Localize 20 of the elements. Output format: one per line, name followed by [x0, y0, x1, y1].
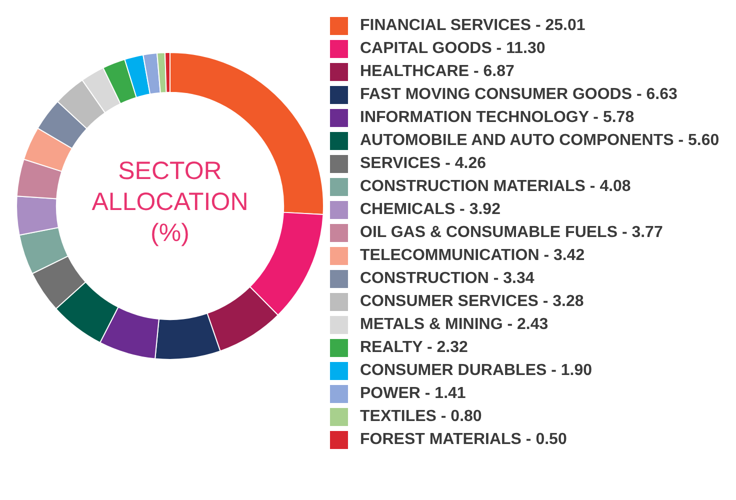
legend-label: REALTY - 2.32	[360, 338, 468, 358]
legend-label: CONSTRUCTION - 3.34	[360, 269, 534, 289]
legend-label: INFORMATION TECHNOLOGY - 5.78	[360, 108, 634, 128]
legend-label: FOREST MATERIALS - 0.50	[360, 430, 567, 450]
legend-label: POWER - 1.41	[360, 384, 466, 404]
legend-label: CONSTRUCTION MATERIALS - 4.08	[360, 177, 631, 197]
legend-label: AUTOMOBILE AND AUTO COMPONENTS - 5.60	[360, 131, 720, 151]
legend-label: FINANCIAL SERVICES - 25.01	[360, 16, 586, 36]
legend-label: CONSUMER DURABLES - 1.90	[360, 361, 592, 381]
legend-label: TELECOMMUNICATION - 3.42	[360, 246, 585, 266]
legend-label: CHEMICALS - 3.92	[360, 200, 500, 220]
legend-label: FAST MOVING CONSUMER GOODS - 6.63	[360, 85, 678, 105]
text: SECTOR ALLOCATION (%)	[90, 156, 250, 249]
legend-label: HEALTHCARE - 6.87	[360, 62, 514, 82]
legend-label: METALS & MINING - 2.43	[360, 315, 548, 335]
legend-label: TEXTILES - 0.80	[360, 407, 482, 427]
legend-label: CONSUMER SERVICES - 3.28	[360, 292, 584, 312]
legend-label: CAPITAL GOODS - 11.30	[360, 39, 546, 59]
legend-label: OIL GAS & CONSUMABLE FUELS - 3.77	[360, 223, 663, 243]
legend-label: SERVICES - 4.26	[360, 154, 486, 174]
